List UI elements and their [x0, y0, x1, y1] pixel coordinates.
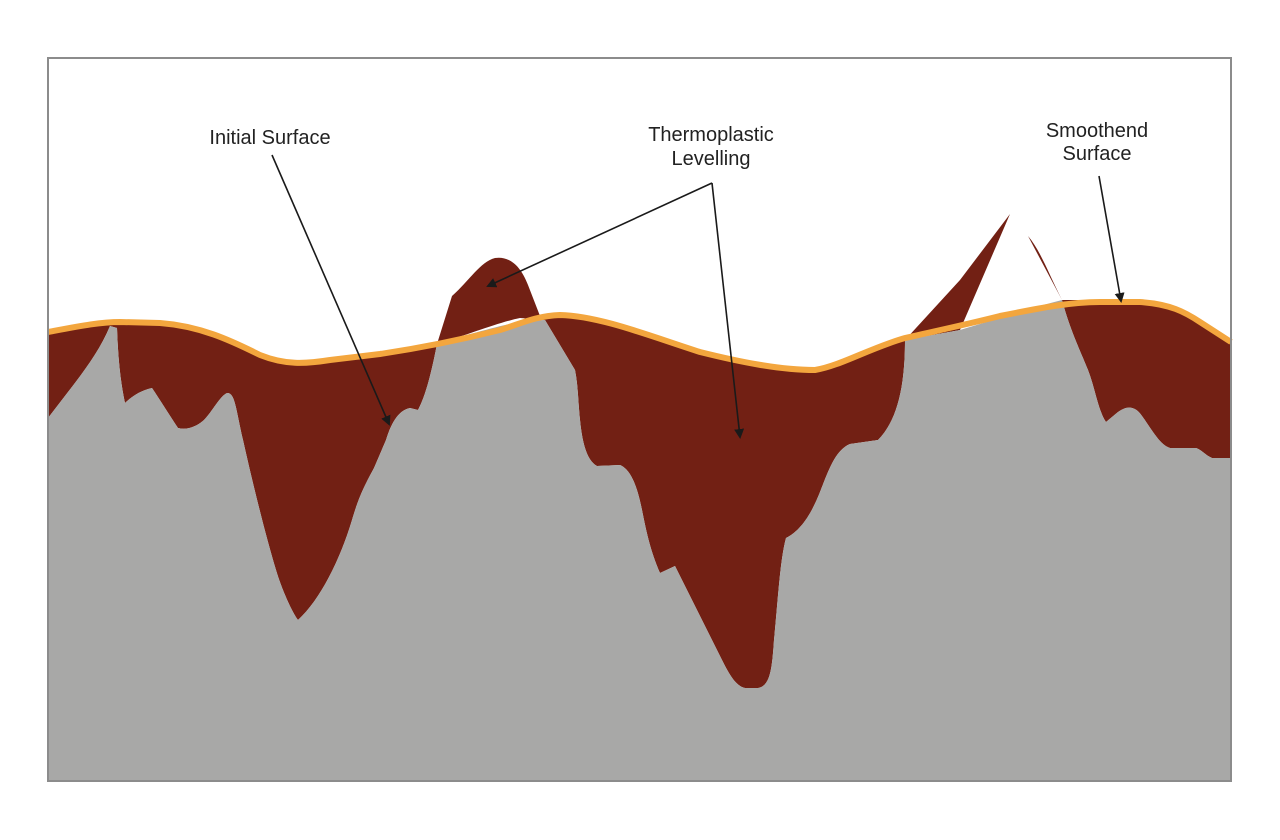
arrow-thermoplastic-valley: [711, 182, 745, 439]
label-surface: Surface: [1063, 143, 1132, 165]
arrow-initial-surface: [271, 154, 391, 426]
label-levelling: Levelling: [672, 148, 751, 170]
label-smoothend: Smoothend: [1046, 120, 1148, 142]
arrow-smoothend-surface: [1098, 175, 1125, 303]
diagram-frame: [47, 57, 1232, 782]
label-initial-surface: Initial Surface: [209, 127, 330, 149]
smoothed-surface-line: [47, 299, 1233, 373]
arrow-thermoplastic-peak: [486, 182, 713, 288]
substrate: [48, 300, 1231, 781]
label-thermoplastic: Thermoplastic: [648, 124, 774, 146]
